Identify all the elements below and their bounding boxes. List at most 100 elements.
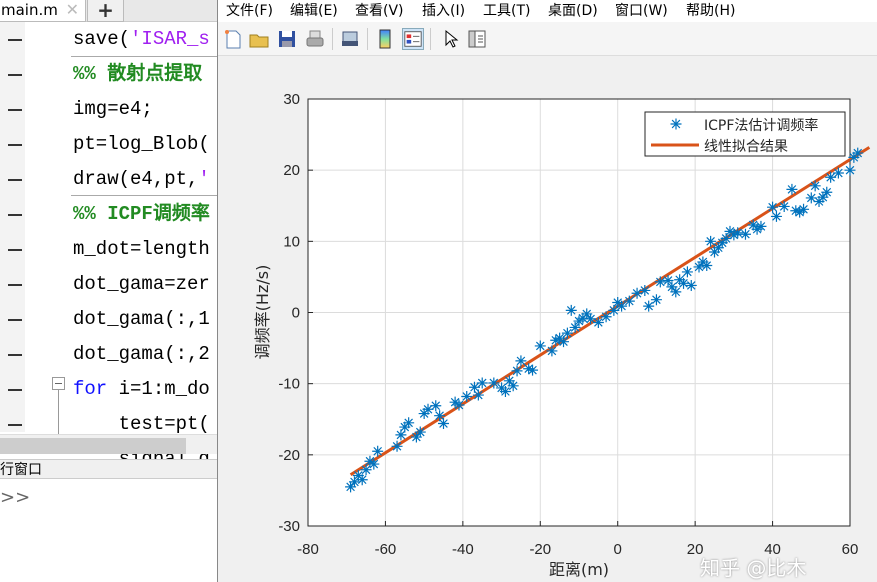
x-tick-label: -20 — [529, 541, 551, 558]
code-token: pt=log_Blob( — [73, 133, 210, 155]
menu-4[interactable]: 工具(T) — [483, 3, 531, 19]
code-line[interactable]: pt=log_Blob( — [0, 127, 217, 162]
code-editor[interactable]: main.m ✕ + save('ISAR_s %% 散射点提取 img=e4; pt=… — [0, 0, 217, 582]
x-tick-label: 0 — [614, 541, 622, 558]
breakpoint-marker[interactable] — [8, 214, 22, 216]
command-prompt[interactable]: >> — [0, 487, 31, 508]
data-point — [701, 260, 713, 272]
y-axis-label: 调频率(Hz/s) — [253, 265, 272, 360]
data-point — [391, 440, 403, 452]
code-line[interactable]: dot_gama(:,1 — [0, 302, 217, 337]
code-line[interactable]: img=e4; — [0, 92, 217, 127]
code-line[interactable]: m_dot=length — [0, 232, 217, 267]
colorbar-icon[interactable] — [374, 28, 396, 50]
data-point — [472, 389, 484, 401]
pointer-icon[interactable] — [440, 28, 462, 50]
data-point — [678, 277, 690, 289]
menu-6[interactable]: 窗口(W) — [615, 3, 668, 19]
breakpoint-marker[interactable] — [8, 284, 22, 286]
data-point — [507, 380, 519, 392]
data-point — [817, 191, 829, 203]
menu-2[interactable]: 查看(V) — [355, 3, 404, 19]
breakpoint-marker[interactable] — [8, 389, 22, 391]
code-text: pt=log_Blob( — [73, 127, 210, 162]
link-plot-icon[interactable] — [339, 28, 361, 50]
data-point — [372, 445, 384, 457]
data-point — [581, 308, 593, 320]
code-line[interactable]: draw(e4,pt,' — [0, 162, 217, 197]
new-figure-icon[interactable] — [222, 28, 244, 50]
data-point — [558, 336, 570, 348]
code-token: for — [73, 378, 108, 400]
menu-5[interactable]: 桌面(D) — [548, 3, 598, 19]
code-line[interactable]: %% ICPF调频率 — [0, 197, 217, 232]
data-point — [403, 417, 415, 429]
open-folder-icon[interactable] — [248, 28, 270, 50]
menu-3[interactable]: 插入(I) — [422, 3, 466, 19]
code-token: ' — [198, 168, 210, 190]
x-axis-label: 距离(m) — [549, 560, 609, 579]
code-text: save('ISAR_s — [73, 22, 210, 57]
data-point — [720, 232, 732, 244]
save-icon[interactable] — [276, 28, 298, 50]
code-token: %% ICPF调频率 — [73, 203, 210, 225]
code-line[interactable]: dot_gama=zer — [0, 267, 217, 302]
data-point — [438, 418, 449, 430]
y-tick-label: -30 — [278, 518, 300, 535]
data-point — [809, 180, 821, 192]
horizontal-scrollbar[interactable] — [0, 434, 217, 454]
data-point — [794, 206, 806, 218]
code-token: dot_gama=zer — [73, 273, 210, 295]
breakpoint-marker[interactable] — [8, 144, 22, 146]
tab-main-m[interactable]: main.m ✕ — [0, 0, 86, 22]
breakpoint-marker[interactable] — [8, 354, 22, 356]
code-line[interactable]: %% 散射点提取 — [0, 57, 217, 92]
cell-divider — [71, 56, 217, 57]
code-text: dot_gama(:,1 — [73, 302, 210, 337]
data-point — [778, 200, 790, 212]
breakpoint-marker[interactable] — [8, 109, 22, 111]
property-inspector-icon[interactable] — [466, 28, 488, 50]
code-line[interactable]: dot_gama(:,2 — [0, 337, 217, 372]
scrollbar-thumb[interactable] — [0, 438, 186, 454]
close-icon[interactable]: ✕ — [65, 0, 79, 19]
code-token: save( — [73, 28, 131, 50]
fit-line — [349, 146, 871, 477]
breakpoint-marker[interactable] — [8, 39, 22, 41]
data-point — [848, 151, 860, 163]
data-point — [511, 365, 523, 377]
data-point — [631, 287, 643, 299]
print-icon[interactable] — [304, 28, 326, 50]
code-line[interactable]: for i=1:m_do — [0, 372, 217, 407]
breakpoint-marker[interactable] — [8, 424, 22, 426]
x-tick-label: -80 — [297, 541, 319, 558]
data-point — [832, 167, 844, 179]
menu-7[interactable]: 帮助(H) — [686, 3, 736, 19]
data-point — [770, 210, 782, 222]
data-point — [468, 381, 480, 393]
breakpoint-marker[interactable] — [8, 179, 22, 181]
menu-0[interactable]: 文件(F) — [226, 3, 273, 19]
code-line[interactable]: save('ISAR_s — [0, 22, 217, 57]
menu-1[interactable]: 编辑(E) — [290, 3, 338, 19]
code-token: i=1:m_do — [107, 378, 210, 400]
data-point — [410, 431, 422, 443]
figure-toolbar — [218, 22, 877, 56]
data-point — [348, 476, 360, 488]
data-point — [395, 429, 407, 441]
code-line[interactable]: test=pt( — [0, 407, 217, 442]
legend-icon[interactable] — [402, 28, 424, 50]
data-point — [670, 286, 682, 298]
code-token: m_dot=length — [73, 238, 210, 260]
watermark: 知乎 @比木 — [700, 556, 807, 580]
new-tab-button[interactable]: + — [87, 0, 124, 22]
data-point — [430, 400, 442, 412]
fold-toggle-icon[interactable] — [52, 377, 65, 390]
breakpoint-marker[interactable] — [8, 249, 22, 251]
breakpoint-marker[interactable] — [8, 319, 22, 321]
code-token: img=e4; — [73, 98, 153, 120]
code-token: dot_gama(:,2 — [73, 343, 210, 365]
breakpoint-marker[interactable] — [8, 74, 22, 76]
y-tick-label: 0 — [292, 305, 300, 322]
